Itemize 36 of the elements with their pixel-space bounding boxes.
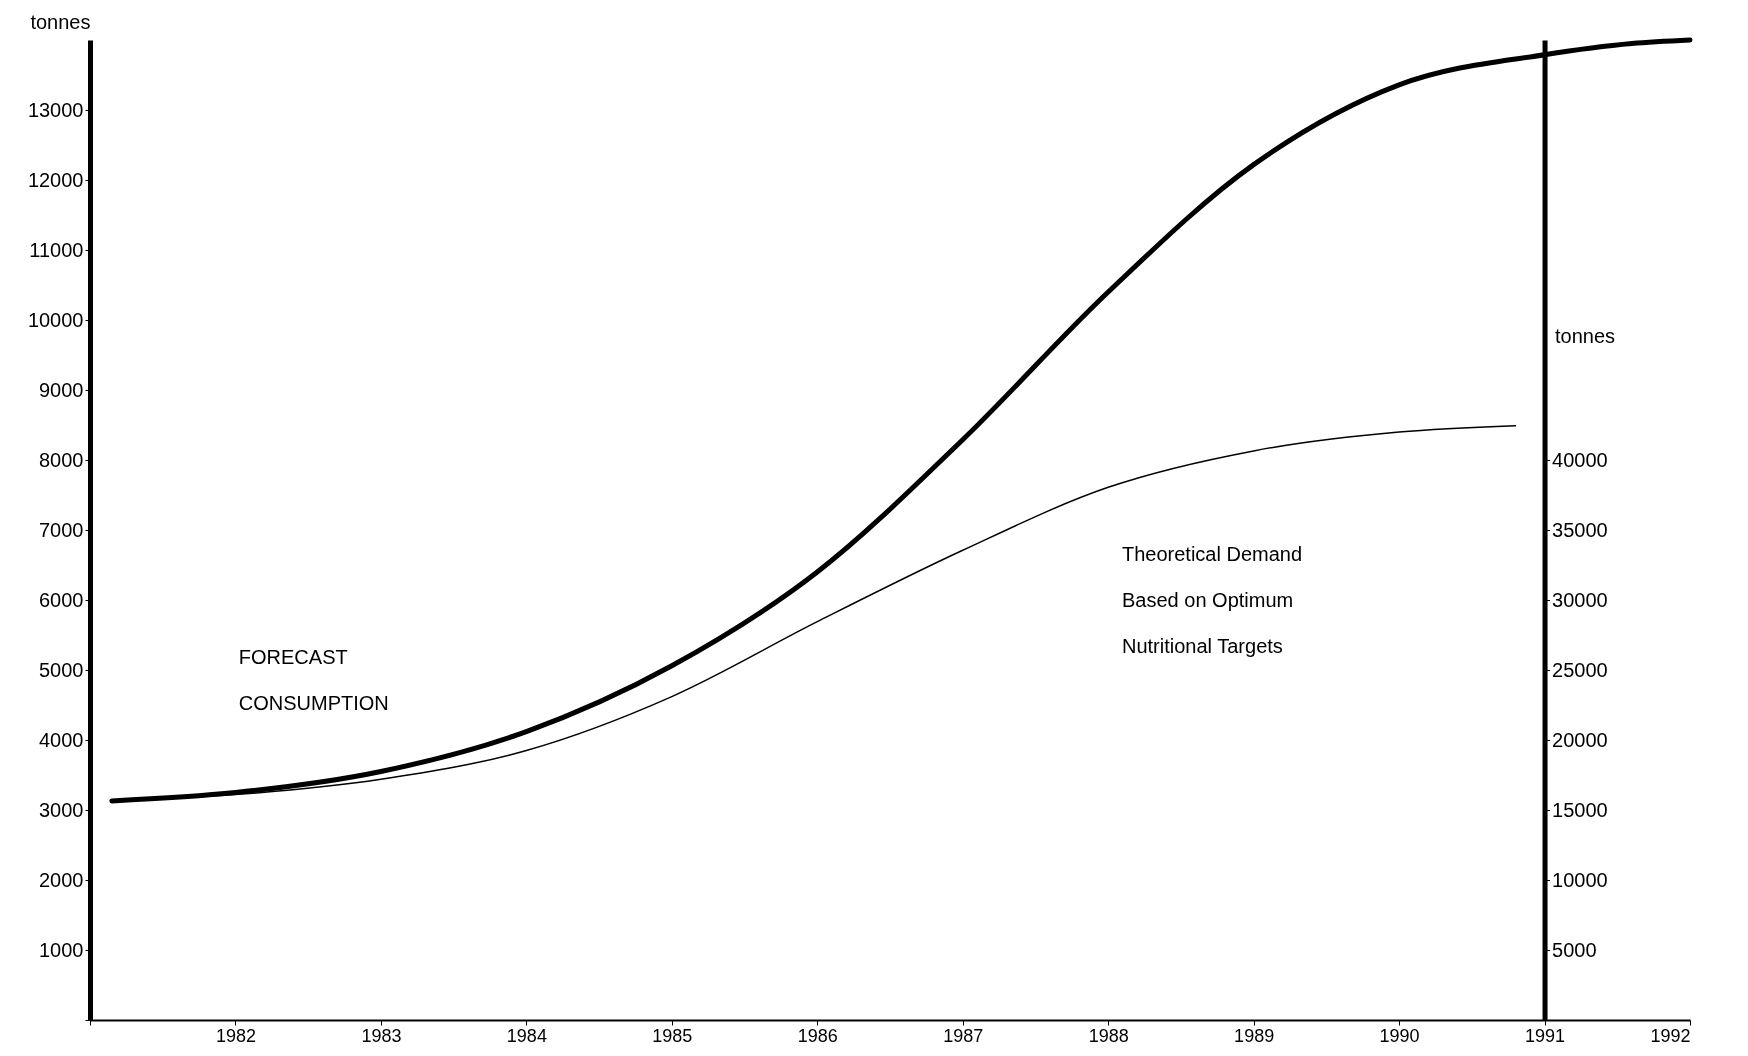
y2-tick-label: 15000 <box>1552 798 1608 821</box>
y2-tick-label: 35000 <box>1552 518 1608 541</box>
x-tick-label: 1992 <box>1650 1025 1691 1046</box>
x-tick-label: 1984 <box>506 1025 547 1046</box>
x-tick-label: 1986 <box>797 1025 838 1046</box>
y2-tick-label: 30000 <box>1552 588 1608 611</box>
y-tick-label: 8000 <box>39 448 84 471</box>
y2-axis-title: tonnes <box>1555 324 1616 347</box>
y-tick-label: 9000 <box>39 378 84 401</box>
y-tick-label: 3000 <box>39 798 84 821</box>
y2-tick-label: 10000 <box>1552 868 1608 891</box>
y-tick-label: 2000 <box>39 868 84 891</box>
y-tick-label: 13000 <box>27 98 84 121</box>
y-tick-label: 1000 <box>39 938 84 961</box>
y2-tick-label: 40000 <box>1552 448 1608 471</box>
x-tick-label: 1989 <box>1234 1025 1275 1046</box>
y2-tick-label: 20000 <box>1552 728 1608 751</box>
x-tick-label: 1987 <box>943 1025 984 1046</box>
text: FORECAST CONSUMPTION <box>238 645 389 714</box>
y2-tick-label: 25000 <box>1552 658 1608 681</box>
y-tick-label: 5000 <box>39 658 84 681</box>
y-axis-title: tonnes <box>30 10 91 33</box>
y-tick-label: 10000 <box>27 308 84 331</box>
x-tick-label: 1983 <box>361 1025 402 1046</box>
x-tick-label: 1982 <box>215 1025 256 1046</box>
y-tick-label: 6000 <box>39 588 84 611</box>
x-tick-label: 1988 <box>1088 1025 1129 1046</box>
x-tick-label: 1985 <box>652 1025 693 1046</box>
text: Theoretical Demand Based on Optimum Nutritional Targets <box>1122 542 1303 657</box>
y-tick-label: 12000 <box>27 168 84 191</box>
y-tick-label: 4000 <box>39 728 84 751</box>
x-tick-label: 1991 <box>1525 1025 1566 1046</box>
y-tick-label: 11000 <box>29 238 84 261</box>
y-tick-label: 7000 <box>39 518 84 541</box>
x-tick-label: 1990 <box>1379 1025 1420 1046</box>
y2-tick-label: 5000 <box>1552 938 1597 961</box>
